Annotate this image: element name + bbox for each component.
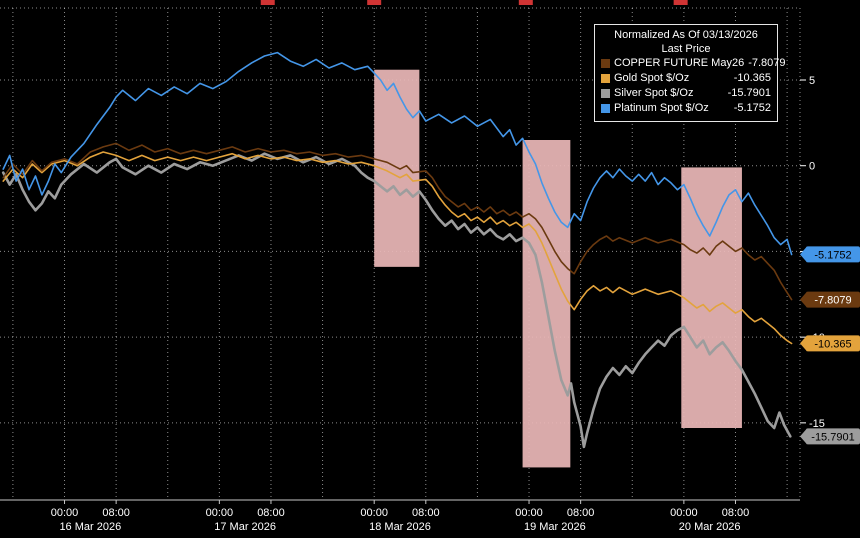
price-badge-label: -7.8079 xyxy=(814,295,851,307)
x-tick-label: 00:00 xyxy=(51,507,79,519)
price-badge xyxy=(806,291,860,308)
legend-row: Platinum Spot $/Oz -5.1752 xyxy=(601,101,771,116)
x-date-label: 19 Mar 2026 xyxy=(524,521,586,533)
price-badge xyxy=(806,335,860,352)
price-badge-label: -5.1752 xyxy=(814,249,851,261)
legend-box: Normalized As Of 03/13/2026 Last Price C… xyxy=(594,24,786,122)
price-badge xyxy=(806,246,860,263)
session-mark xyxy=(367,0,382,5)
price-badge-arrow xyxy=(800,246,807,263)
x-date-label: 18 Mar 2026 xyxy=(369,521,431,533)
legend-swatch xyxy=(601,59,610,68)
session-mark xyxy=(518,0,533,5)
legend-series-name: Gold Spot $/Oz xyxy=(614,72,690,84)
legend-series-value: -10.365 xyxy=(733,72,771,84)
legend-rows: COPPER FUTURE May26 -7.8079 Gold Spot $/Oz… xyxy=(601,56,786,116)
y-tick-label: -15 xyxy=(809,418,825,430)
x-tick-label: 00:00 xyxy=(670,507,698,519)
session-mark xyxy=(260,0,275,5)
price-badge-label: -10.365 xyxy=(814,338,851,350)
x-tick-label: 00:00 xyxy=(360,507,388,519)
legend-title: Normalized As Of 03/13/2026 xyxy=(614,29,758,41)
highlight-band xyxy=(681,167,742,428)
x-tick-label: 00:00 xyxy=(515,507,543,519)
series-line-silver-spot-oz xyxy=(1,152,792,449)
series-line-copper-future-may26 xyxy=(2,142,793,301)
legend-series-value: -7.8079 xyxy=(748,57,786,69)
legend-series-name: Platinum Spot $/Oz xyxy=(614,102,709,114)
x-tick-label: 08:00 xyxy=(567,507,595,519)
x-tick-label: 08:00 xyxy=(257,507,285,519)
legend-subtitle: Last Price xyxy=(661,43,711,55)
x-tick-label: 08:00 xyxy=(412,507,440,519)
x-tick-label: 00:00 xyxy=(206,507,234,519)
series-line-platinum-spot-oz xyxy=(2,51,793,256)
x-tick-label: 08:00 xyxy=(102,507,130,519)
legend-swatch xyxy=(601,74,610,83)
price-badge-arrow xyxy=(800,291,807,308)
legend-series-name: Silver Spot $/Oz xyxy=(614,87,694,99)
x-date-label: 20 Mar 2026 xyxy=(679,521,741,533)
session-mark xyxy=(673,0,688,5)
legend-swatch xyxy=(601,89,610,98)
legend-row: Silver Spot $/Oz -15.7901 xyxy=(601,86,771,101)
y-tick-label: 0 xyxy=(809,161,815,173)
legend-row: COPPER FUTURE May26 -7.8079 xyxy=(601,56,786,71)
price-badge-arrow xyxy=(800,428,807,445)
legend-series-name: COPPER FUTURE May26 xyxy=(614,57,745,69)
price-badge-arrow xyxy=(800,335,807,352)
legend-series-value: -5.1752 xyxy=(733,102,771,114)
legend-series-value: -15.7901 xyxy=(727,87,771,99)
legend-row: Gold Spot $/Oz -10.365 xyxy=(601,71,771,86)
series-line-gold-spot-oz xyxy=(2,151,793,345)
price-badge-label: -15.7901 xyxy=(811,431,854,443)
price-badge xyxy=(806,428,860,445)
x-date-label: 17 Mar 2026 xyxy=(214,521,276,533)
y-tick-label: 5 xyxy=(809,75,815,87)
legend-swatch xyxy=(601,104,610,113)
x-date-label: 16 Mar 2026 xyxy=(59,521,121,533)
x-tick-label: 08:00 xyxy=(722,507,750,519)
